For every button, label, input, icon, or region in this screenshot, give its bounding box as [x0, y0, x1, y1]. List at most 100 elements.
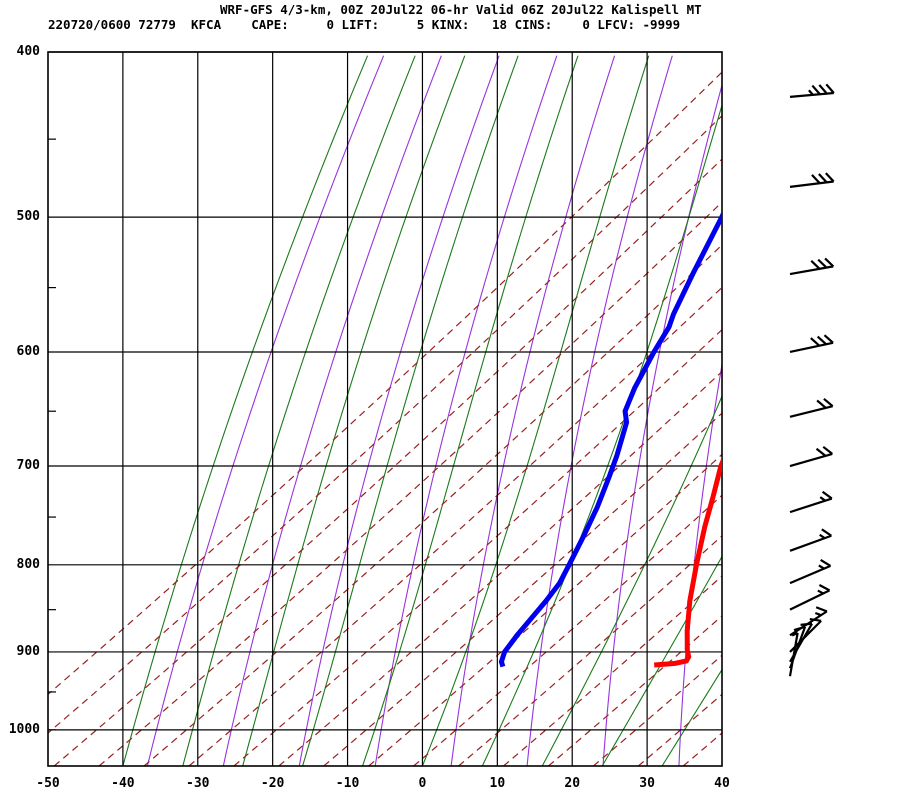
dry-adiabat-line: [755, 56, 846, 766]
barb-feather: [811, 174, 821, 184]
wind-barb-column: [788, 83, 835, 677]
moist-adiabat-line: [421, 55, 650, 766]
barb-shaft: [789, 405, 833, 418]
barb-feather: [818, 84, 828, 95]
mixing-ratio-line: [98, 201, 722, 766]
barb-feather: [818, 564, 825, 570]
barb-feather: [819, 496, 826, 502]
barb-feather: [820, 559, 832, 567]
header-model-line: WRF-GFS 4/3-km, 00Z 20Jul22 06-hr Valid …: [220, 2, 702, 17]
mixing-ratio-line: [548, 615, 722, 766]
x-axis-tick-label: 20: [564, 776, 581, 791]
mixing-ratio-line: [278, 370, 722, 766]
moist-adiabat-lines: [122, 55, 722, 766]
x-axis-tick-label: -30: [186, 776, 210, 791]
plot-border: [47, 51, 723, 767]
x-axis-tick-label: 10: [489, 776, 506, 791]
barb-feather: [808, 89, 814, 96]
mixing-ratio-line: [188, 286, 722, 766]
wind-barb: [789, 83, 835, 98]
barb-shaft: [789, 534, 832, 552]
dry-adiabat-line: [526, 55, 673, 766]
x-axis-tick-label: 40: [714, 776, 730, 791]
barb-feather: [822, 445, 833, 455]
barb-shaft: [789, 564, 831, 585]
barb-feather: [816, 335, 827, 346]
barb-feather: [825, 172, 835, 183]
mixing-ratio-line: [458, 535, 722, 766]
moist-adiabat-line: [122, 55, 369, 766]
mixing-ratio-line: [323, 412, 722, 766]
barb-shaft: [789, 180, 834, 188]
y-axis-tick-label: 900: [16, 643, 40, 659]
plot-background: [48, 52, 722, 766]
dry-adiabat-line: [678, 361, 722, 766]
mixing-ratio-line: [592, 654, 722, 766]
wind-barb: [789, 257, 835, 276]
mixing-ratio-line: [143, 244, 722, 766]
barb-feather: [800, 622, 813, 626]
barb-feather: [824, 257, 835, 268]
x-axis-tick-label: 30: [639, 776, 655, 791]
mixing-ratio-line: [48, 114, 722, 734]
wind-barb: [789, 334, 834, 354]
y-axis-tick-label: 1000: [8, 721, 40, 737]
barb-shaft: [789, 265, 834, 276]
y-axis-tick-label: 400: [16, 44, 40, 59]
barb-feather: [818, 173, 828, 184]
x-axis-tick-label: -40: [111, 776, 135, 791]
wind-barb: [789, 559, 832, 585]
barb-feather: [809, 617, 822, 622]
barb-feather: [810, 260, 821, 270]
barb-feather: [815, 606, 828, 613]
barb-feather: [818, 584, 831, 592]
y-axis-tick-label: 500: [16, 209, 40, 225]
barb-feather: [825, 83, 835, 94]
mixing-ratio-line: [413, 494, 722, 766]
barb-feather: [816, 399, 827, 409]
moist-adiabat-line: [302, 55, 519, 766]
temperature-trace: [653, 456, 722, 668]
wind-barb: [789, 172, 835, 188]
barb-feather: [811, 84, 821, 95]
wind-barb: [789, 490, 833, 514]
mixing-ratio-line: [233, 328, 722, 766]
moist-adiabat-line: [481, 103, 722, 766]
wind-barb: [789, 584, 831, 611]
wind-barb: [788, 631, 799, 677]
moist-adiabat-line: [362, 55, 579, 766]
mixing-ratio-line: [48, 71, 722, 696]
mixing-ratio-line: [503, 575, 722, 766]
wind-barb: [789, 397, 834, 418]
y-axis-tick-label: 800: [16, 556, 40, 572]
dry-adiabat-line: [298, 55, 500, 766]
moist-adiabat-line: [661, 668, 722, 766]
barb-feather: [814, 611, 822, 617]
y-axis-tick-label: 600: [16, 343, 40, 359]
barb-shaft: [789, 452, 833, 468]
barb-feather: [823, 397, 834, 408]
wind-barb: [789, 528, 832, 552]
mixing-ratio-lines: [48, 71, 722, 766]
barb-feather: [821, 490, 833, 500]
barb-shaft: [789, 589, 831, 611]
moist-adiabat-line: [601, 555, 722, 766]
barb-shaft: [788, 632, 799, 677]
mixing-ratio-line: [53, 158, 722, 766]
dry-adiabat-line: [222, 55, 442, 766]
barb-feather: [821, 528, 832, 537]
barb-feather: [791, 631, 799, 637]
wind-barb: [789, 445, 833, 468]
y-axis-tick-label: 700: [16, 458, 40, 474]
barb-shaft: [789, 341, 834, 354]
x-axis-tick-label: -20: [260, 776, 285, 791]
dry-adiabat-line: [146, 55, 385, 766]
header-indices-line: 220720/0600 72779 KFCA CAPE: 0 LIFT: 5 K…: [48, 17, 681, 32]
barb-feather: [793, 625, 806, 632]
barb-feather: [817, 589, 824, 595]
barb-feather: [815, 447, 827, 457]
barb-shaft: [789, 497, 833, 514]
grid-lines: [47, 51, 723, 767]
